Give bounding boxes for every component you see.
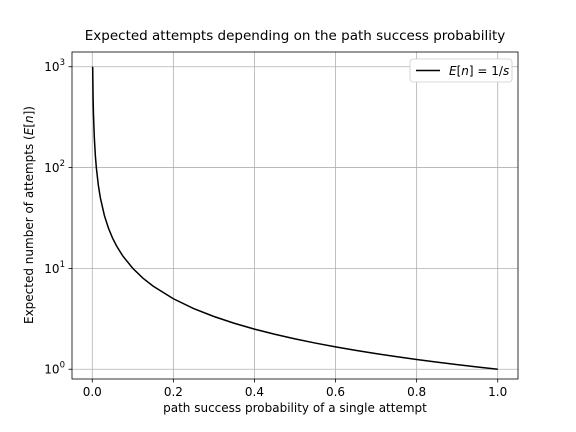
x-tick-label: 0.0 <box>83 385 102 399</box>
x-tick-label: 1.0 <box>488 385 507 399</box>
y-tick-label: 102 <box>44 159 65 175</box>
y-tick-label: 103 <box>44 58 65 74</box>
y-tick-label: 100 <box>44 361 65 377</box>
legend-box <box>409 58 513 83</box>
x-tick-label: 0.4 <box>245 385 264 399</box>
legend-label: E[n] = 1/s <box>449 64 509 78</box>
y-tick-label: 101 <box>44 260 65 276</box>
x-axis-ticks: 0.0 0.2 0.4 0.6 0.8 1.0 <box>83 379 507 399</box>
series-line <box>91 66 498 370</box>
legend: E[n] = 1/s <box>409 58 513 83</box>
y-axis-label: Expected number of attempts (E[n]) <box>22 106 36 324</box>
x-tick-label: 0.2 <box>164 385 183 399</box>
x-axis-label: path success probability of a single att… <box>163 401 427 415</box>
x-gridlines <box>91 52 499 379</box>
y-axis-ticks: 100 101 102 103 <box>44 58 72 377</box>
plot-background <box>72 52 518 379</box>
x-tick-label: 0.8 <box>407 385 426 399</box>
chart-title: Expected attempts depending on the path … <box>85 28 505 44</box>
x-tick-label: 0.6 <box>326 385 345 399</box>
plot-frame <box>71 51 519 380</box>
plot-area <box>71 51 519 380</box>
